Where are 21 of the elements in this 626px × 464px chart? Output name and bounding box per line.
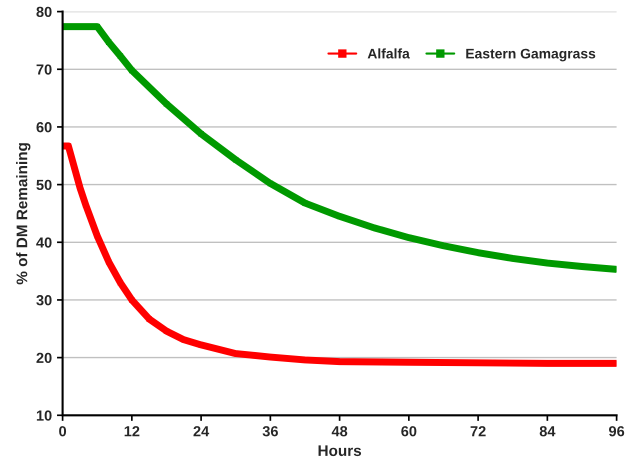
y-axis-title: % of DM Remaining	[16, 143, 30, 284]
x-tick-label: 0	[59, 426, 66, 436]
x-tick-label: 96	[609, 426, 624, 436]
y-tick-label: 50	[36, 180, 52, 190]
legend-label: Eastern Gamagrass	[466, 48, 596, 62]
y-tick-label: 80	[36, 6, 52, 18]
x-tick-label: 36	[262, 426, 278, 436]
x-tick-label: 12	[124, 426, 140, 436]
x-tick-label: 60	[401, 426, 416, 436]
y-tick-label: 20	[36, 352, 52, 364]
x-tick-label: 24	[194, 426, 210, 436]
y-tick-label: 70	[36, 64, 52, 75]
x-tick-label: 72	[470, 426, 486, 436]
y-tick-label: 10	[36, 410, 52, 421]
x-tick-label: 84	[540, 426, 556, 436]
y-tick-label: 30	[36, 295, 52, 306]
legend-label: Alfalfa	[368, 48, 410, 59]
y-tick-label: 60	[36, 122, 52, 132]
x-axis-title: Hours	[318, 445, 362, 456]
x-tick-label: 48	[332, 426, 348, 436]
y-tick-label: 40	[36, 237, 52, 248]
